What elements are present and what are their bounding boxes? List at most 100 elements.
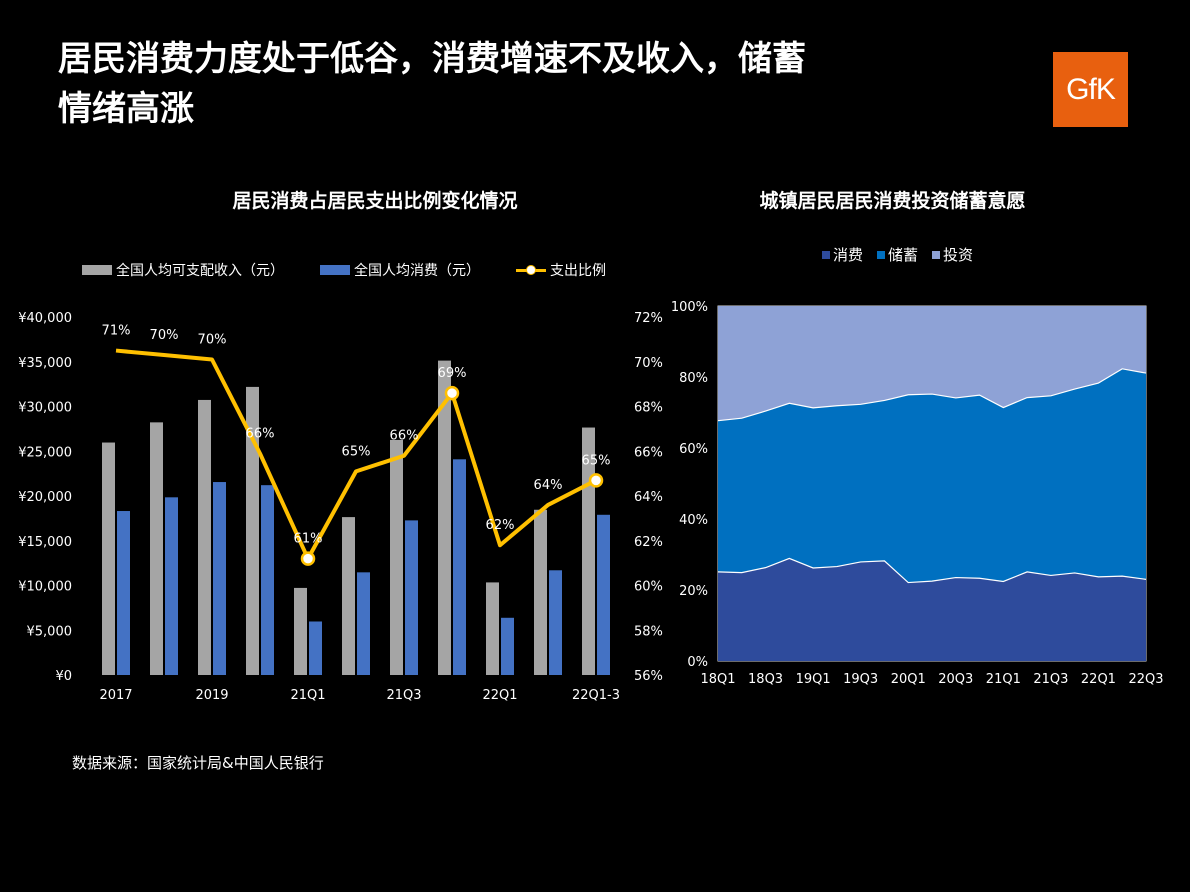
y-left-tick-label: ¥25,000 — [18, 445, 72, 460]
legend-label-invest: 投资 — [943, 246, 974, 264]
x-tick-label: 19Q3 — [843, 672, 878, 687]
income-bar — [198, 399, 211, 675]
consumption-bar — [309, 621, 322, 675]
ratio-data-label: 70% — [198, 333, 227, 348]
y-right-tick-label: 60% — [634, 580, 663, 595]
ratio-data-label: 62% — [486, 518, 515, 533]
y-left-tick-label: ¥35,000 — [18, 356, 72, 371]
income-bar — [294, 587, 307, 675]
x-tick-label: 18Q3 — [748, 672, 783, 687]
page-title: 居民消费力度处于低谷，消费增速不及收入，储蓄 情绪高涨 — [58, 34, 958, 134]
left-chart-title: 居民消费占居民支出比例变化情况 — [232, 190, 518, 212]
y-right-tick-label: 72% — [634, 311, 663, 326]
y-right-tick-label: 62% — [634, 535, 663, 550]
income-bar — [438, 360, 451, 675]
ratio-data-label: 66% — [246, 426, 275, 441]
consumption-bar — [501, 617, 514, 675]
y-left-tick-label: ¥15,000 — [18, 535, 72, 550]
consumption-bar — [357, 572, 370, 675]
x-tick-label: 22Q1 — [1081, 672, 1116, 687]
legend-label-saving: 储蓄 — [888, 246, 919, 264]
right-area-chart: 0% 20% 40% 60% 80% 100% 18Q1 18Q3 19Q1 19Q3 20Q1 20… — [671, 300, 1164, 687]
ratio-data-label: 66% — [390, 429, 419, 444]
consumption-bar — [213, 482, 226, 675]
ratio-marker — [444, 385, 460, 401]
y-right-tick-label: 66% — [634, 445, 663, 460]
y-tick-label: 60% — [679, 442, 708, 457]
ratio-data-label: 71% — [102, 324, 131, 339]
income-bar — [390, 439, 403, 675]
x-tick-label: 22Q1-3 — [572, 688, 620, 703]
area-saving — [718, 368, 1146, 583]
y-right-tick-label: 64% — [634, 490, 663, 505]
y-left-tick-label: ¥20,000 — [18, 490, 72, 505]
y-tick-label: 0% — [687, 655, 708, 670]
ratio-marker — [588, 473, 604, 488]
y-right-tick-label: 56% — [634, 669, 663, 684]
x-tick-label: 21Q3 — [386, 688, 421, 703]
y-right-tick-label: 58% — [634, 624, 663, 639]
income-bar — [582, 427, 595, 675]
x-tick-label: 21Q1 — [290, 688, 325, 703]
y-tick-label: 40% — [679, 513, 708, 528]
ratio-data-label: 61% — [294, 532, 323, 547]
consumption-bar — [117, 511, 130, 675]
x-tick-label: 22Q1 — [482, 688, 517, 703]
y-left-tick-label: ¥30,000 — [18, 401, 72, 416]
ratio-marker — [300, 551, 316, 566]
ratio-data-label: 64% — [534, 478, 563, 493]
x-tick-label: 21Q3 — [1033, 672, 1068, 687]
x-tick-label: 22Q3 — [1128, 672, 1163, 687]
legend-swatch-consumption — [320, 265, 350, 275]
area-consume — [718, 558, 1146, 661]
legend-item-consumption: 全国人均消费（元） — [320, 260, 480, 280]
data-source: 数据来源：国家统计局&中国人民银行 — [72, 754, 324, 772]
x-tick-label: 18Q1 — [700, 672, 735, 687]
legend-item-income: 全国人均可支配收入（元） — [82, 260, 284, 280]
ratio-data-label: 65% — [342, 444, 371, 459]
income-bar — [102, 442, 115, 675]
y-right-tick-label: 70% — [634, 356, 663, 371]
legend-swatch-invest — [932, 250, 941, 259]
legend-label-consume: 消费 — [833, 246, 864, 264]
y-right-tick-label: 68% — [634, 401, 663, 416]
ratio-data-label: 69% — [438, 366, 467, 381]
ratio-data-label: 70% — [150, 328, 179, 343]
page-title-line2: 情绪高涨 — [58, 89, 194, 129]
area-boundary-saving — [717, 368, 1147, 422]
income-bar — [246, 386, 259, 675]
legend-swatch-saving — [877, 250, 886, 259]
legend-label-ratio: 支出比例 — [550, 263, 606, 279]
ratio-data-label: 65% — [582, 453, 611, 468]
right-chart-title: 城镇居民居民消费投资储蓄意愿 — [759, 190, 1026, 212]
income-bar — [534, 509, 547, 675]
y-left-tick-label: ¥10,000 — [18, 580, 72, 595]
consumption-bar — [261, 485, 274, 675]
area-boundary-consume — [717, 557, 1147, 584]
right-chart-legend: 消费 储蓄 投资 — [822, 244, 987, 265]
legend-label-consumption: 全国人均消费（元） — [354, 263, 480, 279]
area-invest — [718, 306, 1146, 421]
x-tick-label: 2017 — [99, 688, 132, 703]
consumption-bar — [453, 459, 466, 675]
legend-label-income: 全国人均可支配收入（元） — [116, 263, 284, 279]
income-bar — [150, 422, 163, 675]
y-tick-label: 80% — [679, 371, 708, 386]
gfk-logo: GfK — [1053, 52, 1128, 127]
x-tick-label: 2019 — [195, 688, 228, 703]
legend-swatch-consume — [822, 250, 830, 259]
page-title-line1: 居民消费力度处于低谷，消费增速不及收入，储蓄 — [58, 39, 806, 79]
legend-swatch-income — [82, 265, 112, 275]
y-left-tick-label: ¥5,000 — [27, 624, 73, 639]
income-bar — [486, 582, 499, 675]
ratio-line — [115, 348, 597, 561]
consumption-bar — [165, 497, 178, 675]
legend-item-consume: 消费 — [822, 244, 863, 265]
left-combo-chart: ¥0 ¥5,000 ¥10,000 ¥15,000 ¥20,000 ¥25,000 ¥30,… — [18, 311, 663, 703]
legend-item-saving: 储蓄 — [877, 244, 918, 265]
x-tick-label: 20Q1 — [891, 672, 926, 687]
consumption-bar — [549, 570, 562, 675]
legend-item-invest: 投资 — [932, 244, 973, 265]
y-tick-label: 20% — [679, 584, 708, 599]
consumption-bar — [597, 514, 610, 675]
